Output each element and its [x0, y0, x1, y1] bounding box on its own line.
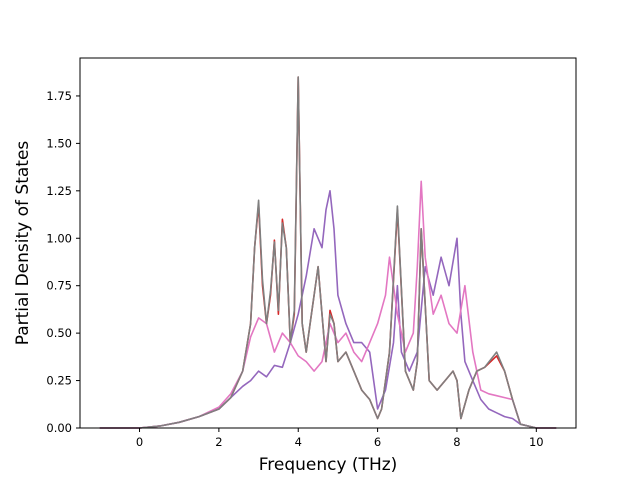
y-tick-label: 0.00: [46, 421, 72, 435]
series-layer: [99, 76, 557, 429]
x-tick-label: 2: [215, 435, 222, 449]
x-tick-label: 6: [374, 435, 381, 449]
series-line-4: [99, 76, 557, 429]
y-axis: 0.00 0.25 0.50 0.75 1.00 1.25 1.50 1.75: [46, 89, 80, 435]
series-line-2: [99, 190, 557, 429]
x-axis: 0 2 4 6 8 10: [136, 428, 544, 449]
y-tick-label: 1.25: [46, 184, 72, 198]
x-tick-label: 10: [529, 435, 544, 449]
y-tick-label: 1.00: [46, 231, 72, 245]
y-tick-label: 0.50: [46, 326, 72, 340]
x-tick-label: 8: [453, 435, 460, 449]
x-axis-label: Frequency (THz): [259, 455, 398, 475]
y-axis-label: Partial Density of States: [13, 141, 33, 346]
y-tick-label: 0.25: [46, 374, 72, 388]
x-tick-label: 0: [136, 435, 143, 449]
x-tick-label: 4: [295, 435, 302, 449]
y-tick-label: 1.75: [46, 89, 72, 103]
plot-frame: [79, 57, 577, 429]
series-line-3: [99, 180, 557, 429]
y-tick-label: 0.75: [46, 279, 72, 293]
y-tick-label: 1.50: [46, 136, 72, 150]
